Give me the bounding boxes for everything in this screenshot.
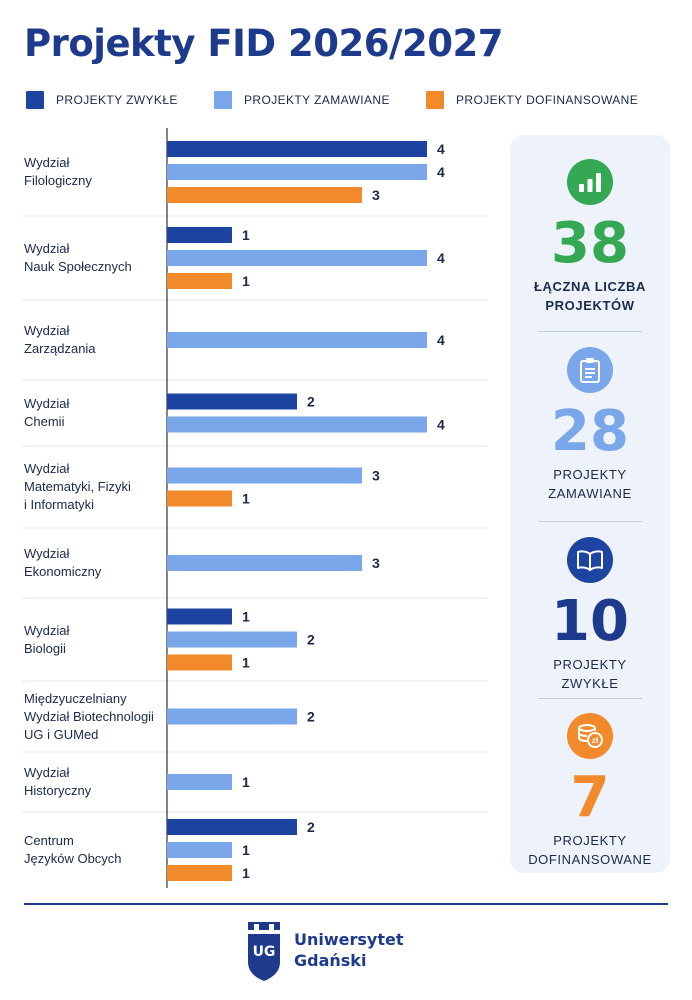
bar-value-label: 2: [307, 394, 315, 410]
legend-swatch-zwykle: [26, 91, 44, 109]
bar-zwykle: [167, 393, 297, 410]
legend-label-zamawiane: PROJEKTY ZAMAWIANE: [244, 93, 390, 107]
stat-divider: [538, 521, 642, 522]
category-label: Wydział Filologiczny: [24, 155, 92, 188]
category-label: Centrum Języków Obcych: [24, 833, 122, 866]
bar-zamawiane: [167, 555, 362, 571]
bar-value-label: 3: [372, 468, 380, 484]
category-label: Międzyuczelniany Wydział Biotechnologii …: [24, 690, 154, 742]
bar-value-label: 1: [242, 655, 250, 671]
category-label: Wydział Chemii: [24, 396, 70, 429]
bar-zamawiane: [167, 416, 427, 433]
legend-label-zwykle: PROJEKTY ZWYKŁE: [56, 93, 178, 107]
bar-zamawiane: [167, 467, 362, 484]
coins-icon: zł: [567, 713, 613, 759]
bar-value-label: 3: [372, 555, 380, 571]
stat-zwykle: 10 PROJEKTY ZWYKŁE: [510, 537, 670, 693]
stat-zamawiane: 28 PROJEKTY ZAMAWIANE: [510, 347, 670, 503]
stat-dofinansowane: zł 7 PROJEKTY DOFINANSOWANE: [510, 713, 670, 869]
stat-zamawiane-value: 28: [551, 399, 629, 464]
category-label: Wydział Nauk Społecznych: [24, 241, 132, 274]
bar-chart: Wydział Filologiczny Wydział Nauk Społecz…: [0, 128, 500, 888]
category-label: Wydział Matematyki, Fizyki i Informatyki: [24, 461, 131, 512]
stat-divider: [538, 698, 642, 699]
coin-symbol: zł: [592, 736, 599, 745]
stat-zwykle-value: 10: [551, 589, 629, 654]
chart-plot: 4 4 3 1 4 1 4 2 4 3 1 3 1 2 1 2 1 2 1 1: [22, 128, 488, 888]
bar-zamawiane: [167, 842, 232, 858]
page-title: Projekty FID 2026/2027: [24, 22, 503, 65]
logo-letters: UG: [253, 944, 276, 960]
ug-crest-icon: UG: [248, 922, 280, 981]
bar-value-label: 4: [437, 250, 445, 266]
bar-zamawiane: [167, 164, 427, 180]
bar-value-label: 4: [437, 164, 445, 180]
bar-value-label: 2: [307, 819, 315, 835]
book-icon: [567, 537, 613, 583]
legend-item-dofinansowane: PROJEKTY DOFINANSOWANE: [426, 91, 638, 109]
bar-value-label: 4: [437, 141, 445, 157]
university-logo: UG Uniwersytet Gdański: [244, 918, 404, 982]
bar-value-label: 1: [242, 227, 250, 243]
bar-value-label: 1: [242, 774, 250, 790]
stats-panel: 38 ŁĄCZNA LICZBA PROJEKTÓW 28 PROJEKTY Z…: [510, 135, 670, 873]
category-label: Wydział Historyczny: [24, 765, 92, 798]
bar-chart-icon: [567, 159, 613, 205]
stat-dofinansowane-label: PROJEKTY DOFINANSOWANE: [528, 833, 652, 867]
university-name: Uniwersytet Gdański: [294, 930, 404, 970]
bar-zwykle: [167, 141, 427, 157]
bar-value-label: 4: [437, 417, 445, 433]
bar-value-label: 1: [242, 273, 250, 289]
bar-zwykle: [167, 819, 297, 835]
bar-value-label: 1: [242, 609, 250, 625]
bar-value-label: 4: [437, 332, 445, 348]
category-label: Wydział Ekonomiczny: [24, 546, 102, 579]
bar-value-label: 1: [242, 491, 250, 507]
bar-zamawiane: [167, 332, 427, 348]
footer-divider: [24, 903, 668, 905]
bar-dofinansowane: [167, 490, 232, 507]
bar-zamawiane: [167, 708, 297, 725]
stat-zwykle-label: PROJEKTY ZWYKŁE: [553, 657, 627, 691]
legend-item-zwykle: PROJEKTY ZWYKŁE: [26, 91, 178, 109]
bar-zwykle: [167, 227, 232, 243]
stat-dofinansowane-value: 7: [570, 765, 610, 830]
bar-dofinansowane: [167, 865, 232, 881]
bar-value-label: 3: [372, 187, 380, 203]
stat-zamawiane-label: PROJEKTY ZAMAWIANE: [548, 467, 632, 501]
bar-dofinansowane: [167, 654, 232, 671]
legend-swatch-dofinansowane: [426, 91, 444, 109]
bar-zamawiane: [167, 774, 232, 790]
legend-label-dofinansowane: PROJEKTY DOFINANSOWANE: [456, 93, 639, 107]
bar-zwykle: [167, 608, 232, 625]
clipboard-icon: [567, 347, 613, 393]
bar-value-label: 1: [242, 865, 250, 881]
category-label: Wydział Zarządzania: [24, 323, 96, 356]
bar-value-label: 1: [242, 842, 250, 858]
category-label: Wydział Biologii: [24, 622, 70, 656]
bar-dofinansowane: [167, 187, 362, 203]
bar-value-label: 2: [307, 632, 315, 648]
bar-zamawiane: [167, 631, 297, 648]
stat-total: 38 ŁĄCZNA LICZBA PROJEKTÓW: [510, 159, 670, 315]
bar-zamawiane: [167, 250, 427, 266]
legend-item-zamawiane: PROJEKTY ZAMAWIANE: [214, 91, 390, 109]
bar-value-label: 2: [307, 709, 315, 725]
bar-dofinansowane: [167, 273, 232, 289]
stat-total-label: ŁĄCZNA LICZBA PROJEKTÓW: [533, 279, 647, 313]
stat-total-value: 38: [551, 211, 629, 276]
stat-divider: [538, 331, 642, 332]
legend-swatch-zamawiane: [214, 91, 232, 109]
